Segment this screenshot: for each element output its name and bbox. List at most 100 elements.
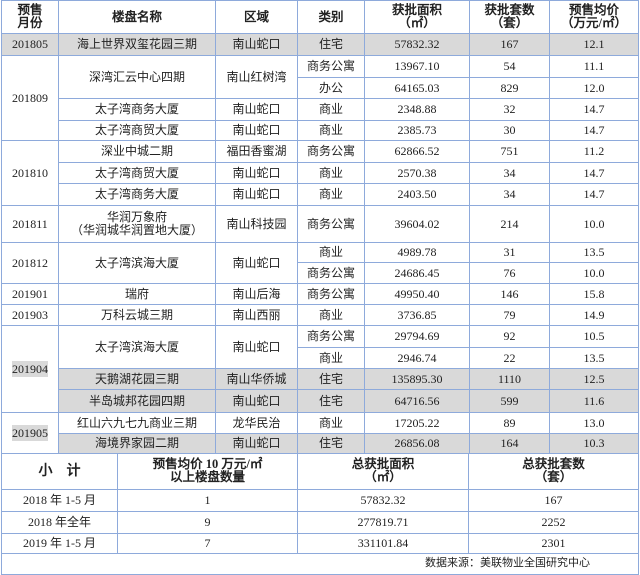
- approved-units: 146: [469, 283, 550, 305]
- approved-area: 2385.73: [364, 120, 470, 141]
- approved-units: 76: [469, 262, 550, 284]
- approved-area: 64165.03: [364, 77, 470, 99]
- approved-area: 17205.22: [364, 412, 470, 434]
- avg-price: 14.7: [549, 98, 639, 121]
- month-label: 201805: [12, 37, 48, 51]
- table-row: 201905 红山六九七九商业三期 龙华民治 商业 17205.22 89 13.0: [1, 412, 639, 454]
- month-cell: 201812: [1, 242, 59, 284]
- avg-price: 10.0: [549, 262, 639, 284]
- approved-units: 30: [469, 120, 550, 141]
- approved-units: 164: [469, 433, 550, 454]
- project-region: 南山蛇口: [215, 120, 298, 141]
- property-type: 住宅: [297, 33, 365, 56]
- avg-price: 15.8: [549, 283, 639, 305]
- project-name: 太子湾商务大厦: [58, 98, 216, 121]
- project-name: 华润万象府 （华润城华润置地大厦）: [58, 205, 216, 243]
- data-source-note: 数据来源：美联物业全国研究中心: [1, 553, 639, 575]
- project-region: 南山蛇口: [215, 242, 298, 284]
- table-header-row: 预售 月份 楼盘名称 区域 类别 获批面积 （㎡） 获批套数 （套） 预售均价 …: [1, 0, 639, 34]
- header-month: 预售 月份: [1, 0, 59, 34]
- summary-table: 小 计 预售均价 10 万元/㎡ 以上楼盘数量 总获批面积 （㎡） 总获批套数 …: [1, 454, 639, 575]
- table-row: 商业 2946.74 22 13.5: [2, 347, 639, 369]
- table-row: 201810 深业中城二期 福田香蜜湖 商务公寓 62866.52 751 11.2: [1, 140, 639, 206]
- project-region: 南山蛇口: [215, 183, 298, 206]
- avg-price: 11.6: [549, 389, 639, 413]
- project-region: 福田香蜜湖: [215, 140, 298, 163]
- avg-price: 13.0: [549, 412, 639, 434]
- project-name: 太子湾滨海大厦: [58, 242, 216, 284]
- project-name: 瑞府: [58, 283, 216, 305]
- summary-row: 2018 年 1-5 月 1 57832.32 167: [1, 489, 639, 512]
- summary-count: 7: [117, 533, 298, 554]
- table-row: 201904 太子湾滨海大厦 南山蛇口 商务公寓 29794.69 92 10.5: [1, 325, 639, 413]
- approved-area: 62866.52: [364, 140, 470, 163]
- summary-units: 167: [468, 489, 639, 512]
- property-type: 住宅: [297, 368, 365, 390]
- summary-row: 2018 年全年 9 277819.71 2252: [1, 511, 639, 534]
- approved-area: 24686.45: [364, 262, 470, 284]
- summary-header-row: 小 计 预售均价 10 万元/㎡ 以上楼盘数量 总获批面积 （㎡） 总获批套数 …: [1, 454, 639, 490]
- project-name: 深业中城二期: [58, 140, 216, 163]
- month-label: 201811: [12, 216, 48, 231]
- month-cell: 201901: [1, 283, 59, 305]
- property-type: 商业: [297, 242, 365, 263]
- month-label: 201809: [12, 90, 48, 105]
- property-type: 商业: [297, 304, 365, 326]
- table-row: 201903 万科云城三期 南山西丽 商业 3736.85 79 14.9: [1, 304, 639, 326]
- approved-units: 54: [469, 55, 550, 78]
- approved-units: 1110: [469, 368, 550, 390]
- property-type: 住宅: [297, 389, 365, 413]
- summary-units: 2252: [468, 511, 639, 534]
- summary-period: 2018 年全年: [1, 511, 118, 534]
- table-row: 201812 太子湾滨海大厦 南山蛇口 商业 4989.78 31 13.5: [1, 242, 639, 284]
- month-label: 201901: [12, 286, 48, 301]
- table-row: 海境界家园二期 南山蛇口 住宅 26856.08 164 10.3: [2, 433, 639, 454]
- summary-row: 2019 年 1-5 月 7 331101.84 2301: [1, 533, 639, 554]
- summary-period: 2018 年 1-5 月: [1, 489, 118, 512]
- summary-header-label: 小 计: [1, 454, 118, 490]
- property-type: 商业: [297, 162, 365, 184]
- avg-price: 14.7: [549, 120, 639, 141]
- approved-units: 751: [469, 140, 550, 163]
- project-region: 南山蛇口: [215, 433, 298, 454]
- property-type: 商业: [297, 412, 365, 434]
- project-region: 南山蛇口: [215, 389, 298, 413]
- property-type: 商业: [297, 98, 365, 121]
- avg-price: 11.1: [549, 55, 639, 78]
- approved-units: 34: [469, 162, 550, 184]
- approved-units: 22: [469, 347, 550, 369]
- summary-header-area: 总获批面积 （㎡）: [297, 454, 469, 490]
- project-name: 太子湾商贸大厦: [58, 120, 216, 141]
- approved-area: 26856.08: [364, 433, 470, 454]
- month-label: 201904: [12, 360, 48, 377]
- approved-units: 34: [469, 183, 550, 206]
- property-type: 商务公寓: [297, 262, 365, 284]
- avg-price: 14.7: [549, 162, 639, 184]
- property-type: 商业: [297, 347, 365, 369]
- table-row: 太子湾商贸大厦 南山蛇口 商业 2385.73 30 14.7: [2, 120, 639, 141]
- avg-price: 12.5: [549, 368, 639, 390]
- approved-area: 2403.50: [364, 183, 470, 206]
- approved-area: 64716.56: [364, 389, 470, 413]
- approved-area: 49950.40: [364, 283, 470, 305]
- month-cell: 201904: [1, 325, 59, 413]
- month-cell: 201905: [1, 412, 59, 454]
- approved-area: 3736.85: [364, 304, 470, 326]
- month-cell: 201810: [1, 140, 59, 206]
- property-type: 商务公寓: [297, 55, 365, 78]
- avg-price: 12.1: [549, 33, 639, 56]
- table-row: 太子湾商务大厦 南山蛇口 商业 2403.50 34 14.7: [2, 183, 639, 206]
- approved-units: 79: [469, 304, 550, 326]
- project-name: 万科云城三期: [58, 304, 216, 326]
- presale-table: 预售 月份 楼盘名称 区域 类别 获批面积 （㎡） 获批套数 （套） 预售均价 …: [1, 0, 639, 454]
- approved-area: 2348.88: [364, 98, 470, 121]
- summary-area: 57832.32: [297, 489, 469, 512]
- month-cell: 201805: [1, 33, 59, 56]
- month-label: 201903: [12, 307, 48, 322]
- approved-area: 2946.74: [364, 347, 470, 369]
- avg-price: 10.5: [549, 325, 639, 348]
- property-type: 办公: [297, 77, 365, 99]
- month-label: 201810: [12, 165, 48, 180]
- avg-price: 10.0: [549, 205, 639, 243]
- project-region: 南山科技园: [215, 205, 298, 243]
